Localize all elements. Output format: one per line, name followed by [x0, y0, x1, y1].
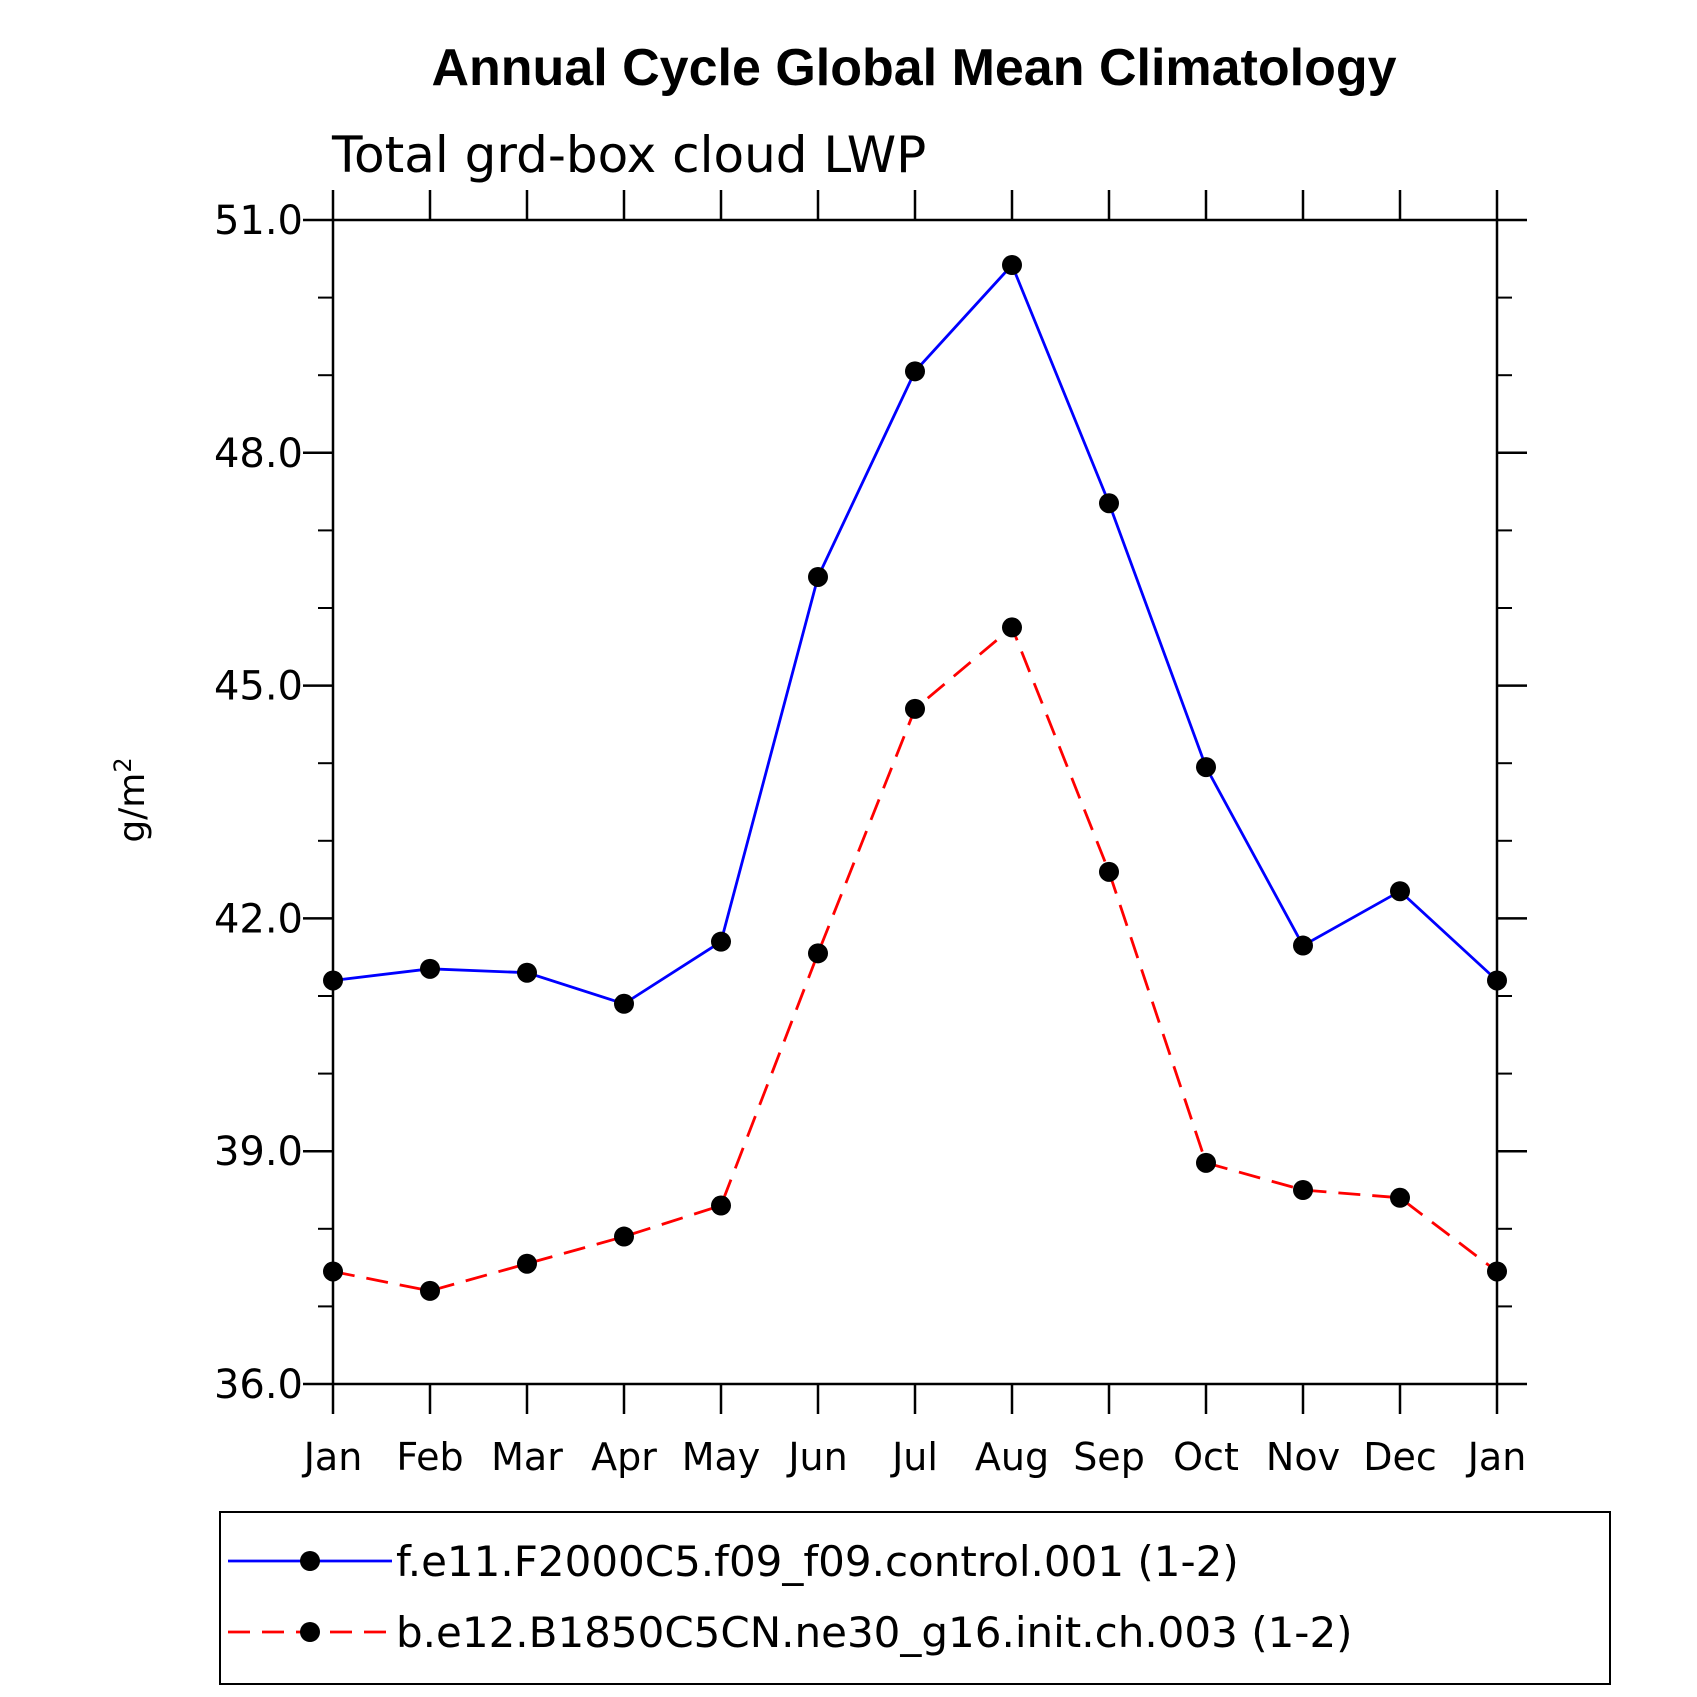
y-axis-label-unit: g/m — [112, 773, 153, 843]
axes: 36.0 39.0 42.0 45.0 48.0 51.0 Jan Feb Mar Apr May J… — [214, 190, 1527, 1479]
data-point-series-1 — [1002, 255, 1022, 276]
chart-title: Annual Cycle Global Mean Climatology — [431, 39, 1396, 97]
data-point-series-1 — [1293, 935, 1313, 956]
legend: f.e11.F2000C5.f09_f09.control.001 (1-2) b… — [219, 1511, 1611, 1685]
data-point-series-2 — [711, 1195, 731, 1216]
x-tick-label: Aug — [975, 1435, 1049, 1479]
data-point-series-1 — [808, 566, 828, 587]
y-axis-label-exponent: 2 — [109, 757, 137, 772]
data-point-series-2 — [1293, 1180, 1313, 1200]
data-point-series-2 — [905, 698, 925, 719]
y-tick-label: 45.0 — [214, 664, 303, 710]
y-tick-label: 42.0 — [214, 896, 303, 942]
y-tick-label: 39.0 — [214, 1129, 303, 1175]
x-tick-label: Sep — [1073, 1435, 1145, 1479]
x-tick-label: Jan — [302, 1435, 363, 1479]
data-point-series-2 — [808, 943, 828, 964]
data-point-series-2 — [1487, 1261, 1507, 1282]
data-point-series-1 — [517, 962, 537, 983]
data-point-series-2 — [1196, 1152, 1216, 1173]
y-tick-label: 51.0 — [214, 198, 303, 244]
chart-subtitle: Total grd-box cloud LWP — [331, 126, 926, 184]
data-point-series-2 — [517, 1253, 537, 1274]
x-tick-label: Feb — [396, 1435, 463, 1479]
x-tick-label: Dec — [1363, 1435, 1437, 1479]
data-point-series-1 — [1099, 493, 1119, 514]
x-tick-label: Nov — [1266, 1435, 1340, 1479]
y-tick-label: 48.0 — [214, 431, 303, 477]
x-tick-label: Oct — [1173, 1435, 1239, 1479]
legend-label-series-2: b.e12.B1850C5CN.ne30_g16.init.ch.003 (1-… — [396, 1608, 1353, 1657]
data-point-series-2 — [420, 1280, 440, 1301]
series-line-2 — [332, 625, 1498, 1293]
data-point-series-2 — [323, 1261, 343, 1282]
data-point-series-1 — [1487, 970, 1507, 991]
data-point-series-1 — [711, 931, 731, 952]
legend-items: f.e11.F2000C5.f09_f09.control.001 (1-2) b… — [228, 1537, 1353, 1657]
data-point-series-1 — [905, 361, 925, 382]
x-tick-label: Apr — [591, 1435, 657, 1479]
data-point-series-1 — [420, 958, 440, 979]
x-tick-label: May — [682, 1435, 761, 1479]
data-point-series-2 — [1099, 861, 1119, 882]
plot-frame — [331, 218, 1499, 1386]
x-tick-label: Jul — [890, 1435, 938, 1479]
y-axis-label: g/m2 — [109, 757, 153, 842]
x-tick-label: Jun — [786, 1435, 847, 1479]
x-tick-label: Jan — [1466, 1435, 1527, 1479]
data-point-series-1 — [1390, 881, 1410, 902]
data-point-series-1 — [1196, 757, 1216, 778]
series — [323, 255, 1507, 1301]
data-point-series-2 — [614, 1226, 634, 1247]
x-tick-label: Mar — [491, 1435, 563, 1479]
y-tick-label: 36.0 — [214, 1362, 303, 1408]
data-point-series-1 — [614, 993, 634, 1014]
legend-marker-series-1 — [300, 1551, 320, 1571]
data-point-series-2 — [1390, 1187, 1410, 1208]
data-point-series-2 — [1002, 617, 1022, 638]
legend-label-series-1: f.e11.F2000C5.f09_f09.control.001 (1-2) — [396, 1537, 1239, 1586]
data-point-series-1 — [323, 970, 343, 991]
legend-box — [219, 1511, 1611, 1685]
legend-marker-series-2 — [300, 1622, 320, 1642]
